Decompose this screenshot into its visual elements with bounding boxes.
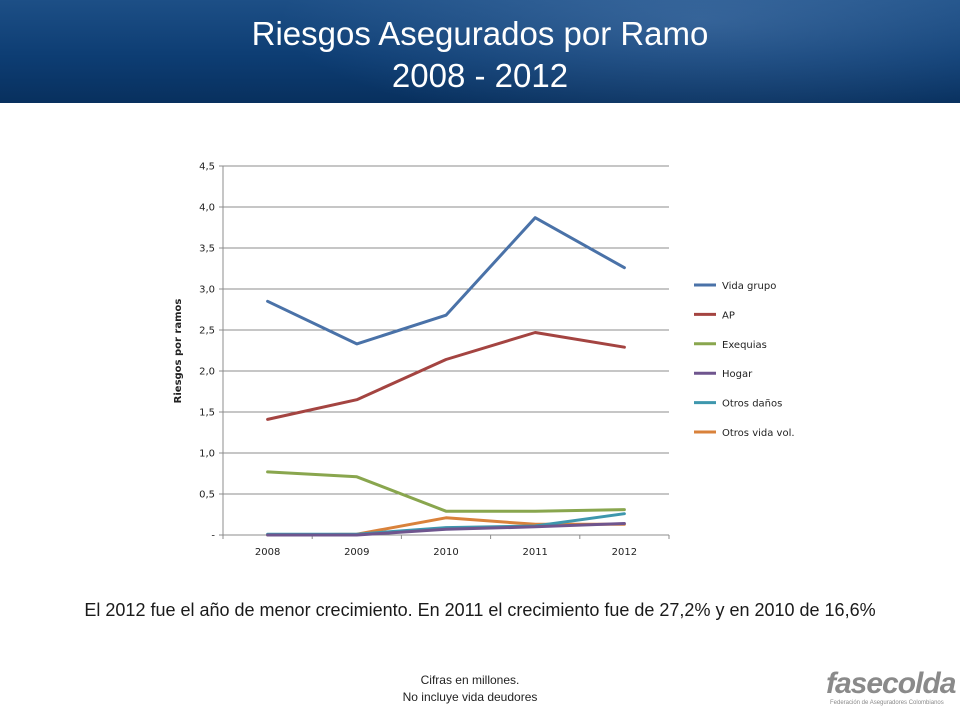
y-tick-label: 3,5 — [199, 244, 215, 255]
y-tick-label: 3,0 — [199, 285, 215, 296]
chart-grid — [223, 165, 669, 495]
y-tick-label: 1,5 — [199, 408, 215, 419]
legend-label: Otros vida vol. — [722, 428, 795, 439]
chart-legend: Vida grupo AP Exequias Hogar Otros daños Otro… — [694, 281, 795, 439]
y-tick-label: - — [211, 531, 215, 542]
x-tick-label: 2012 — [612, 547, 637, 558]
series-line-ap — [266, 331, 626, 421]
x-tick-labels: 2008 2009 2010 2011 2012 — [255, 547, 637, 558]
legend-label: Exequias — [722, 340, 767, 351]
y-tick-label: 1,0 — [199, 449, 215, 460]
header-banner: Riesgos Asegurados por Ramo 2008 - 2012 — [0, 0, 960, 103]
series-line-hogar — [266, 522, 626, 537]
slide-title: Riesgos Asegurados por Ramo — [251, 15, 709, 52]
x-tick-label: 2010 — [433, 547, 458, 558]
legend-label: Hogar — [722, 369, 753, 380]
chart-axes — [219, 165, 670, 539]
legend-label: Otros daños — [722, 399, 782, 410]
x-tick-label: 2009 — [344, 547, 369, 558]
note-exclusion: No incluye vida deudores — [402, 690, 538, 704]
logo-subtitle: Federación de Aseguradores Colombianos — [830, 700, 944, 706]
y-axis-label: Riesgos por ramos — [173, 299, 184, 404]
caption-text: El 2012 fue el año de menor crecimiento.… — [84, 600, 876, 620]
chart-series — [266, 216, 626, 537]
y-tick-label: 4,5 — [199, 162, 215, 173]
series-line-vida-grupo — [266, 216, 626, 346]
y-tick-label: 2,5 — [199, 326, 215, 337]
legend-label: Vida grupo — [722, 281, 776, 292]
note-units: Cifras en millones. — [420, 673, 520, 687]
y-tick-label: 4,0 — [199, 203, 215, 214]
fasecolda-logo: fasecolda Federación de Aseguradores Col… — [826, 668, 956, 712]
series-line-exequias — [266, 470, 626, 513]
y-tick-label: 0,5 — [199, 490, 215, 501]
header-shine — [0, 0, 960, 103]
y-tick-label: 2,0 — [199, 367, 215, 378]
slide-subtitle-years: 2008 - 2012 — [391, 57, 569, 94]
x-tick-label: 2011 — [522, 547, 547, 558]
logo-wordmark: fasecolda — [826, 667, 956, 700]
x-tick-label: 2008 — [255, 547, 280, 558]
y-tick-labels: - 0,5 1,0 1,5 2,0 2,5 3,0 3,5 4,0 4,5 — [199, 162, 215, 542]
legend-label: AP — [722, 310, 735, 321]
